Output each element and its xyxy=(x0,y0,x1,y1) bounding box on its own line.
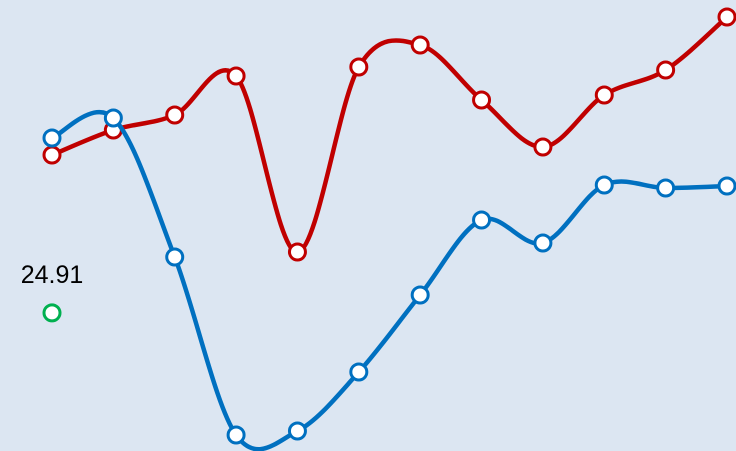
marker xyxy=(533,233,553,253)
marker xyxy=(226,425,246,445)
marker xyxy=(717,7,736,27)
marker xyxy=(165,105,185,125)
marker xyxy=(103,108,123,128)
marker xyxy=(42,145,62,165)
marker xyxy=(349,57,369,77)
marker xyxy=(226,66,246,86)
marker xyxy=(472,210,492,230)
marker xyxy=(533,137,553,157)
marker xyxy=(287,242,307,262)
marker xyxy=(410,35,430,55)
marker xyxy=(656,178,676,198)
data-label: 24.91 xyxy=(21,261,84,289)
marker xyxy=(717,176,736,196)
marker xyxy=(165,247,185,267)
marker xyxy=(410,285,430,305)
marker xyxy=(472,90,492,110)
marker xyxy=(42,128,62,148)
marker xyxy=(594,175,614,195)
marker xyxy=(594,85,614,105)
marker xyxy=(287,421,307,441)
marker xyxy=(349,362,369,382)
marker xyxy=(42,303,62,323)
marker xyxy=(656,60,676,80)
